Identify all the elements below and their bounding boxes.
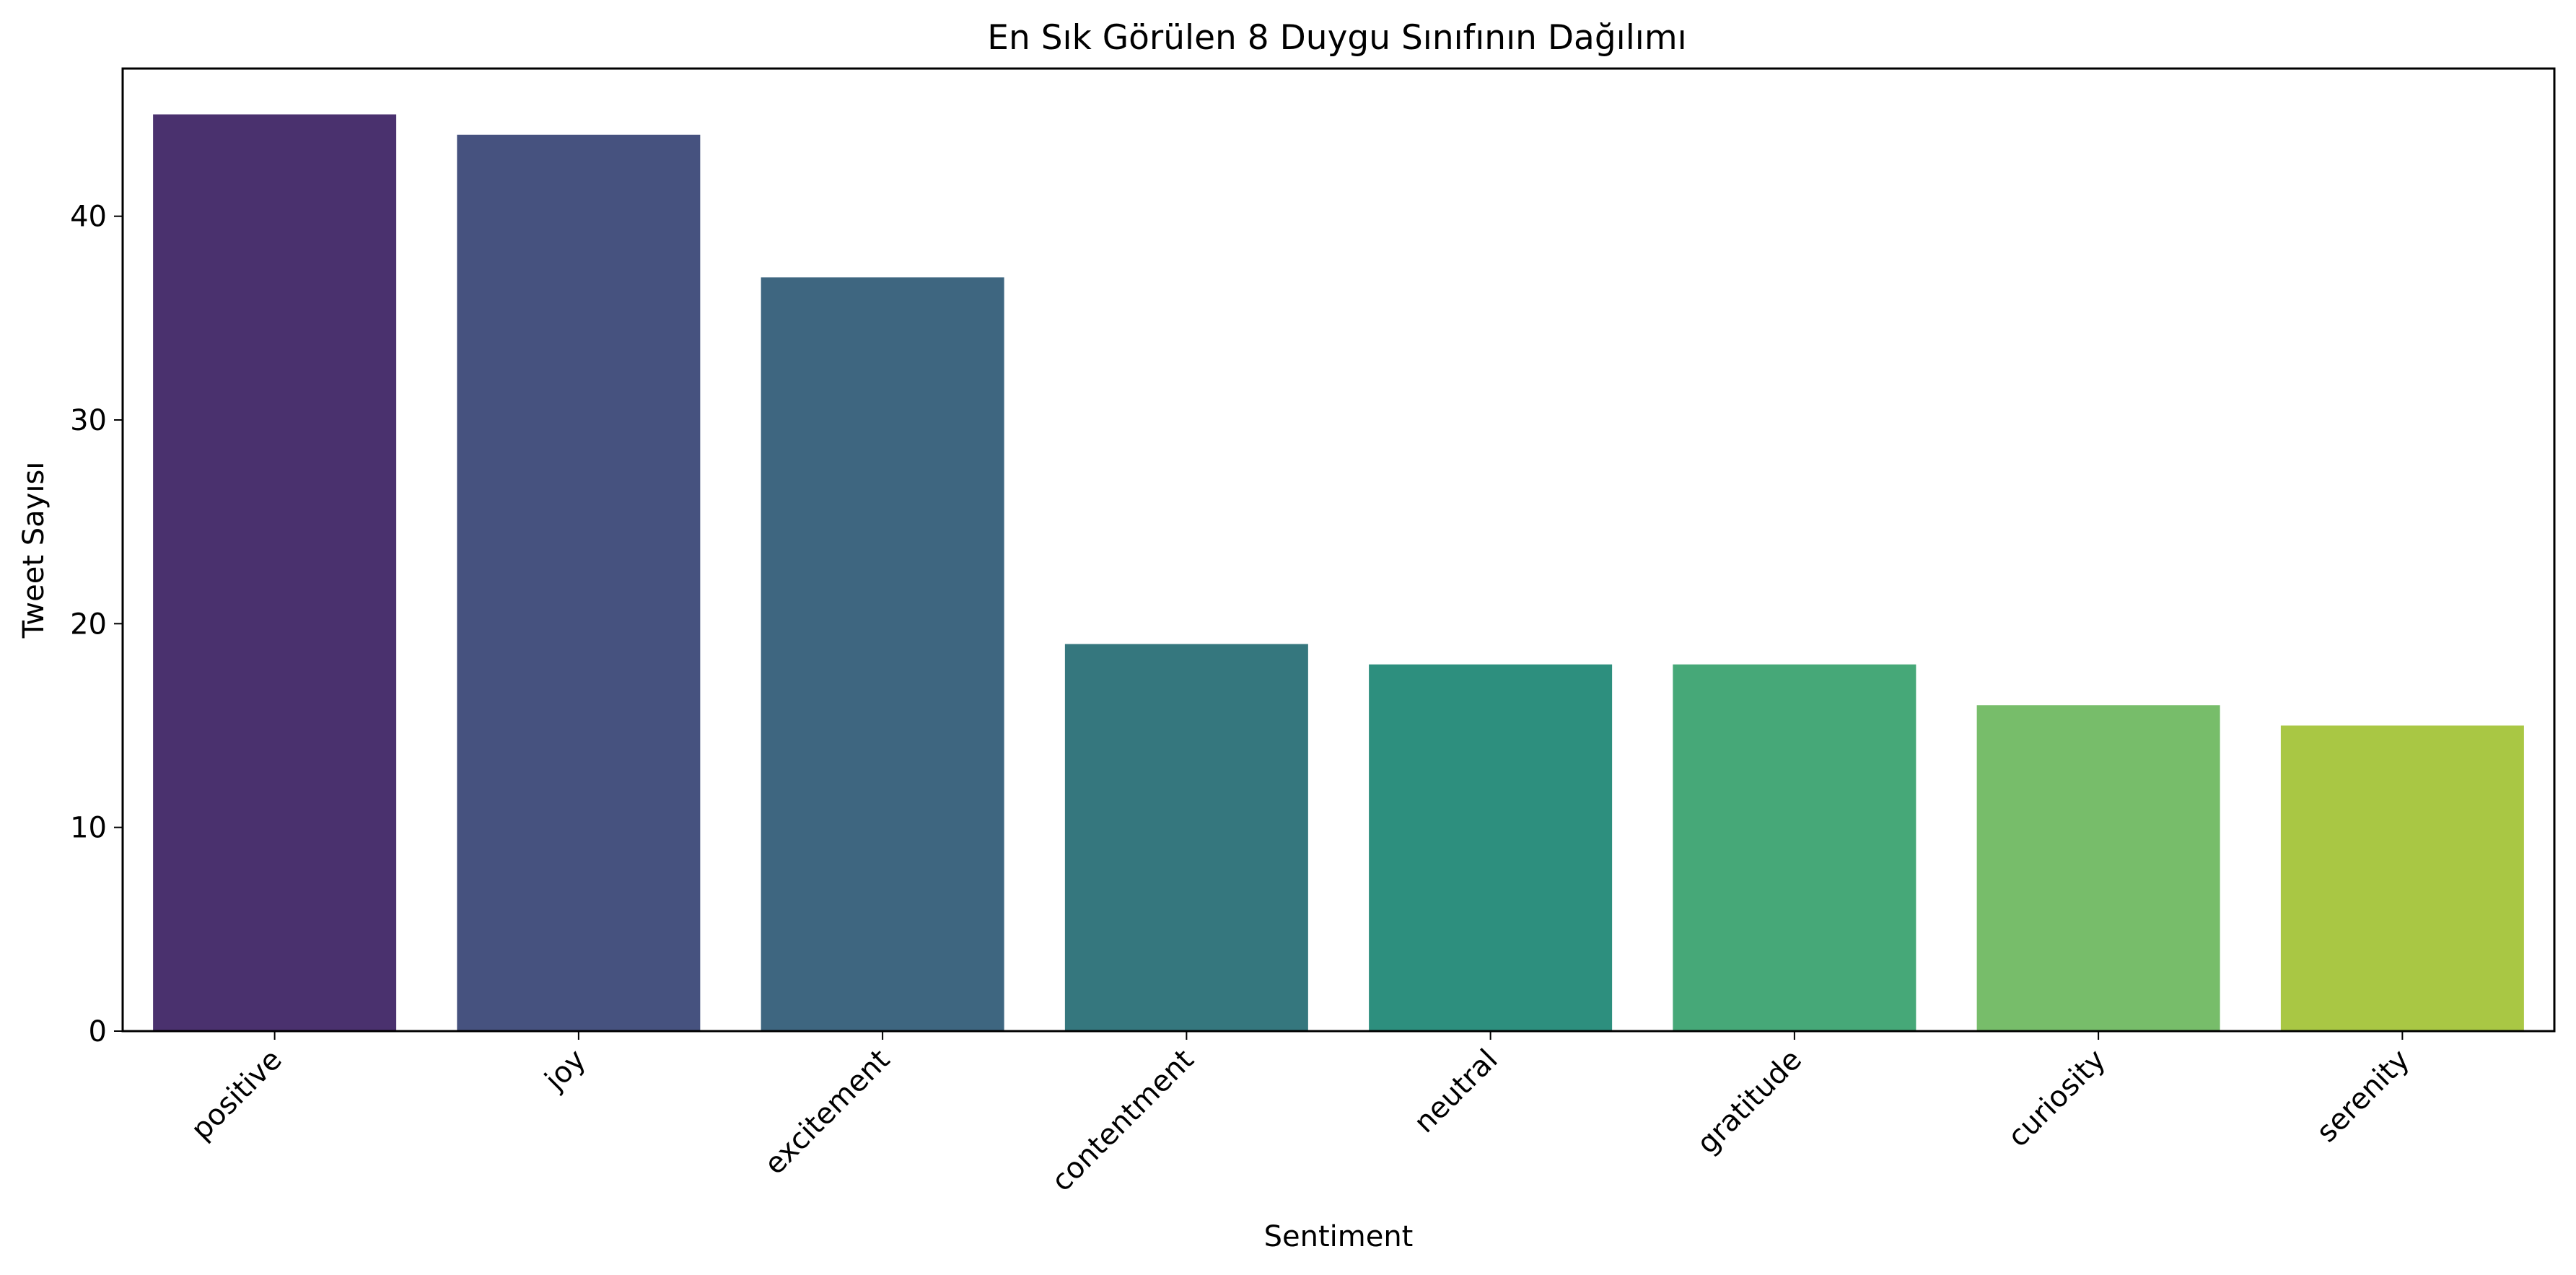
y-tick-label: 10 (70, 812, 107, 845)
x-axis-label: Sentiment (1264, 1220, 1414, 1253)
y-tick-label: 20 (70, 608, 107, 641)
bars-group (153, 114, 2524, 1032)
chart-title: En Sık Görülen 8 Duygu Sınıfının Dağılım… (987, 18, 1686, 58)
bar-joy (457, 134, 701, 1032)
bar-neutral (1369, 664, 1613, 1031)
y-axis: 0 10 20 30 40 (70, 201, 123, 1048)
x-tick-label-gratitude: gratitude (1691, 1043, 1808, 1161)
y-tick-label: 0 (89, 1015, 107, 1048)
bar-curiosity (1976, 705, 2220, 1031)
y-tick-label: 30 (70, 404, 107, 437)
x-tick-label-contentment: contentment (1046, 1043, 1201, 1199)
bar-gratitude (1673, 664, 1916, 1031)
x-tick-label-positive: positive (185, 1043, 288, 1147)
x-tick-label-curiosity: curiosity (2002, 1043, 2112, 1154)
bar-serenity (2280, 725, 2524, 1031)
x-axis: positive joy excitement contentment neutral g… (185, 1031, 2416, 1198)
x-tick-label-joy: joy (538, 1043, 592, 1097)
plot-frame (121, 67, 2556, 1033)
y-tick-label: 40 (70, 201, 107, 234)
bar-contentment (1064, 644, 1308, 1031)
y-axis-label: Tweet Sayısı (17, 462, 51, 639)
x-tick-label-neutral: neutral (1408, 1043, 1504, 1140)
x-tick-label-excitement: excitement (758, 1043, 897, 1182)
x-tick-label-serenity: serenity (2310, 1043, 2417, 1149)
bar-excitement (761, 277, 1004, 1031)
bar-positive (153, 114, 397, 1031)
